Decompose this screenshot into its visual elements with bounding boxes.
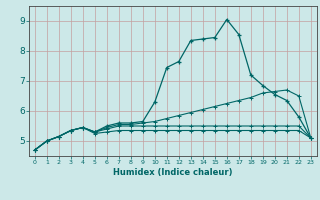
X-axis label: Humidex (Indice chaleur): Humidex (Indice chaleur) [113,168,233,177]
